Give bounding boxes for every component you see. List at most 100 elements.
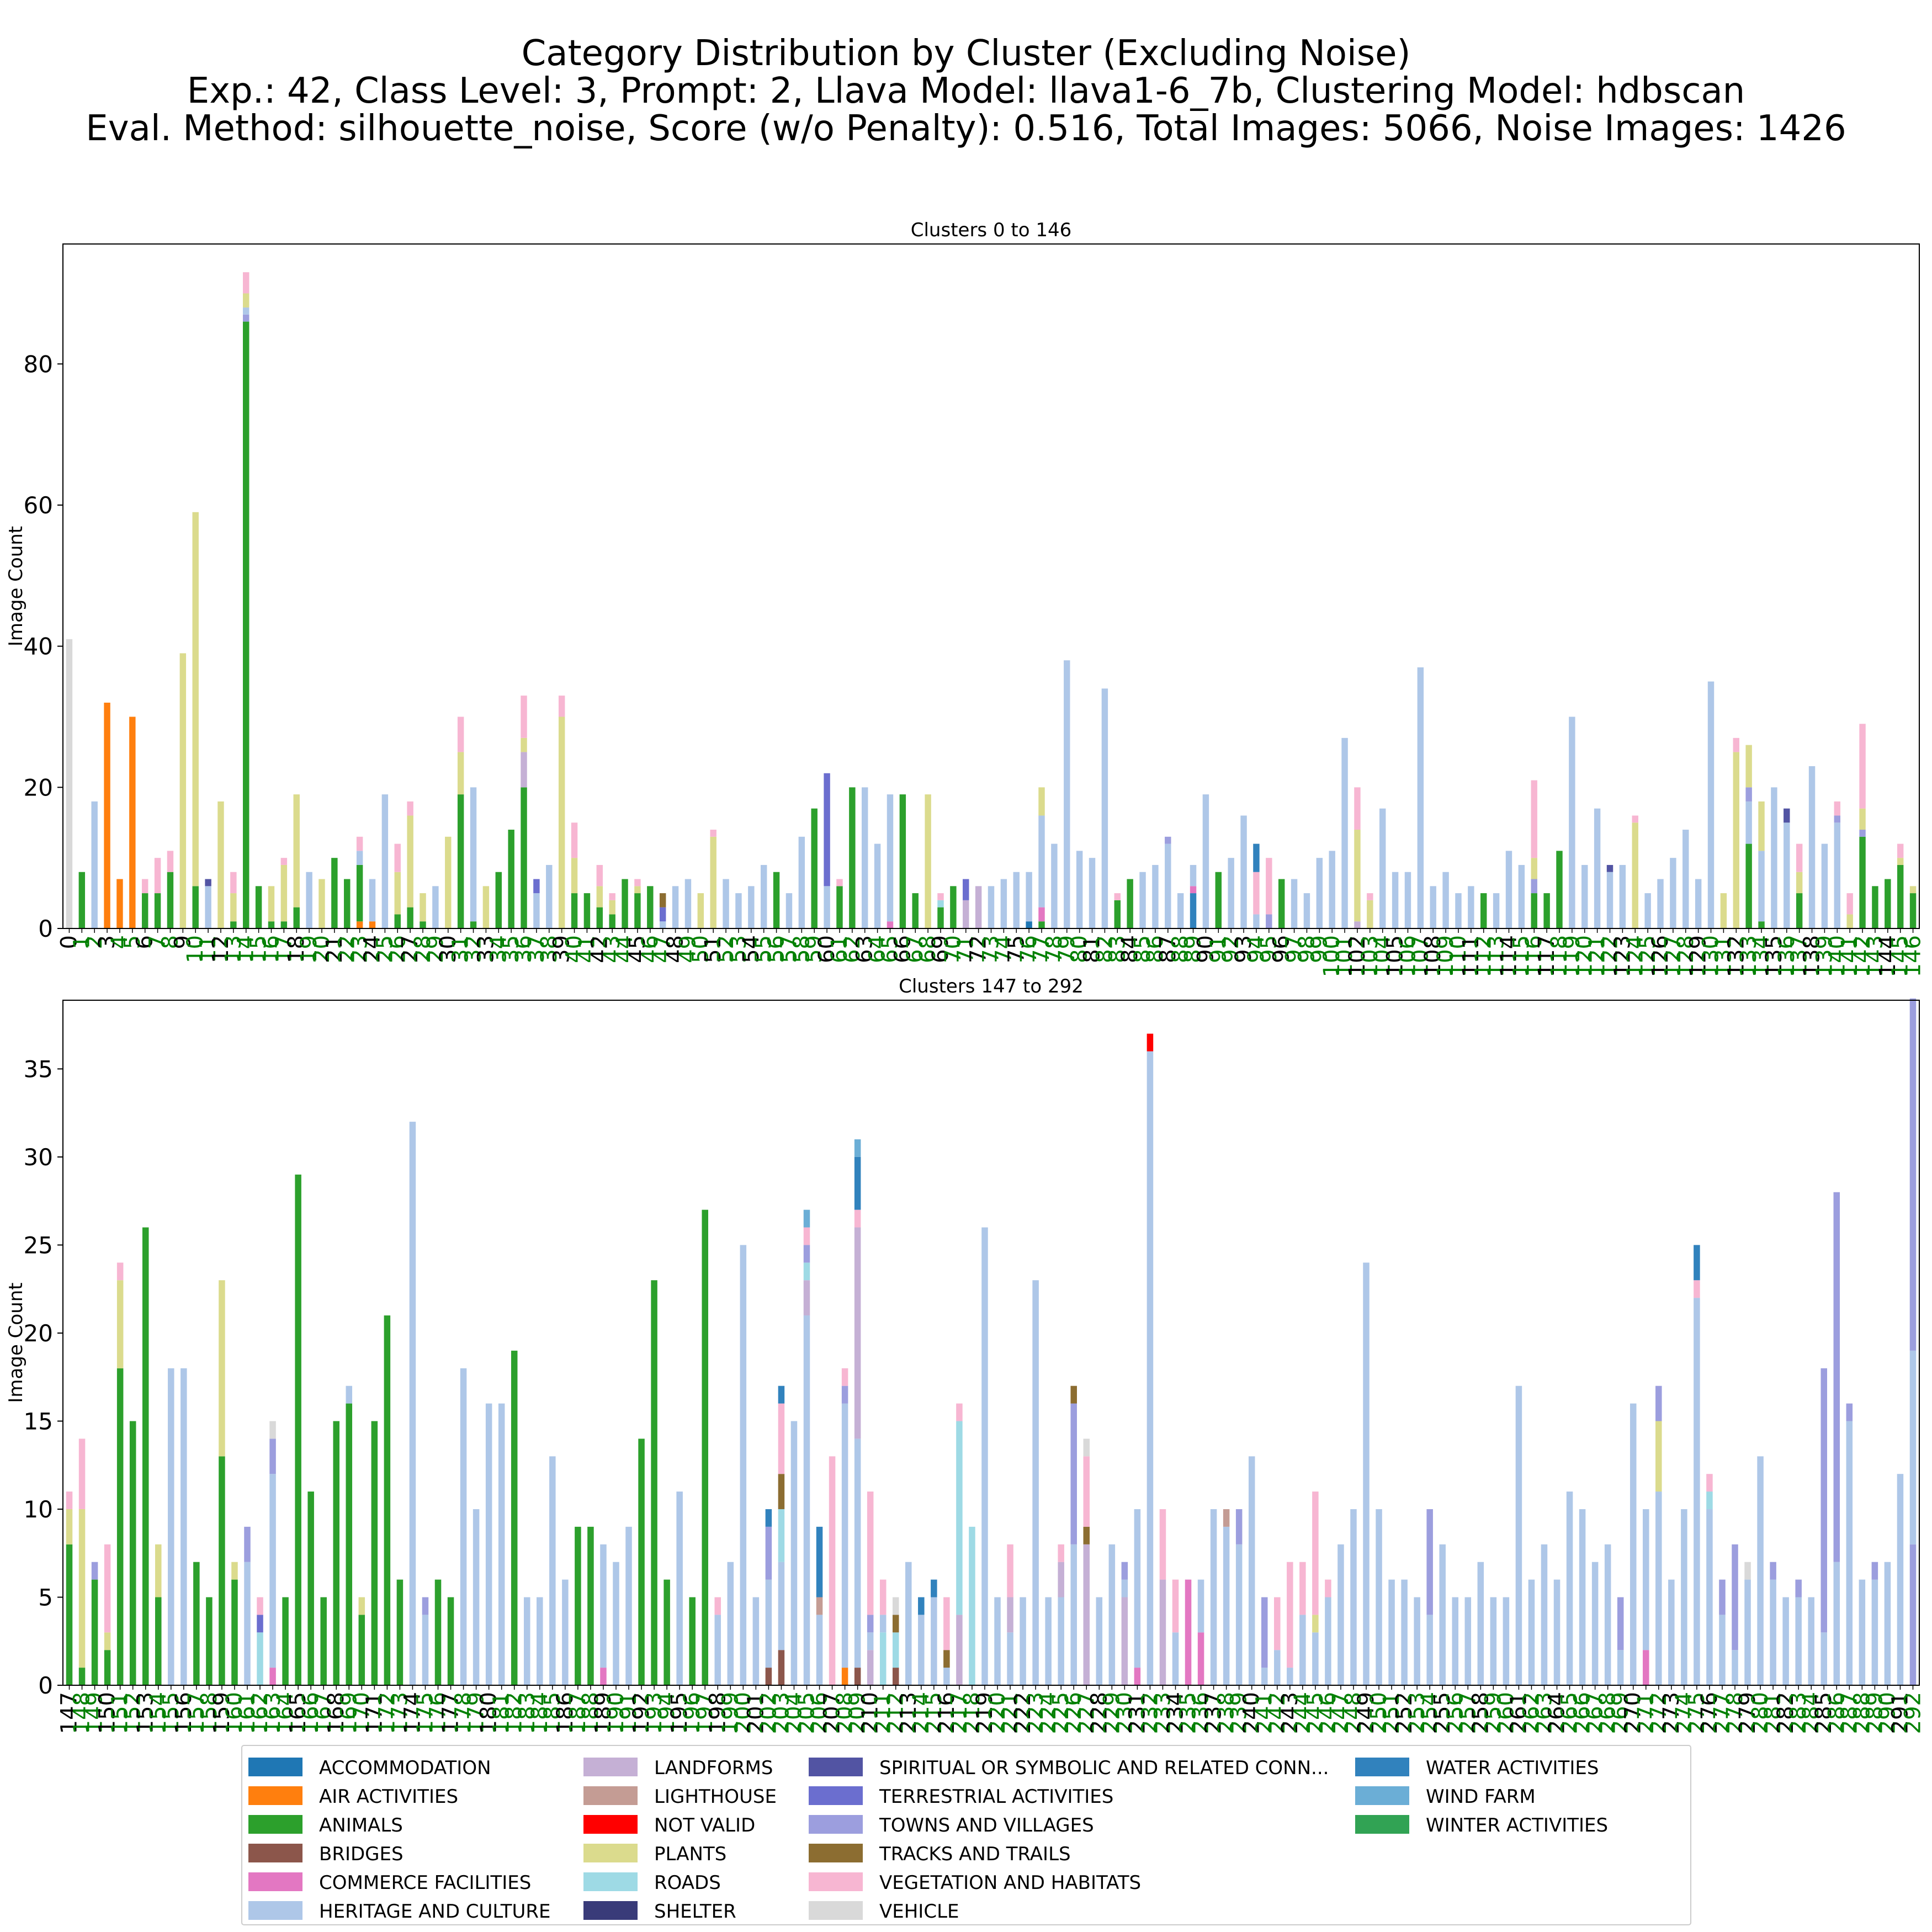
bar-segment [1089,858,1096,928]
bar-segment [854,1139,861,1157]
bar-segment [1197,1632,1204,1685]
bar-segment [91,1579,98,1685]
x-tick-label: 216 [934,1692,959,1734]
bar-cluster-68 [925,794,931,928]
y-tick-label: 0 [38,915,53,942]
bar-segment [1354,787,1361,830]
bar-cluster-139 [1821,843,1828,928]
bar-segment [1354,921,1361,928]
x-tick-label: 249 [1354,1692,1379,1734]
x-tick-label: 119 [1559,935,1585,977]
bar-segment [333,1421,339,1685]
x-tick-label: 114 [1496,935,1521,977]
x-tick-label: 150 [95,1692,120,1734]
bar-segment [1159,1509,1166,1580]
x-tick-label: 287 [1837,1692,1862,1734]
bar-segment [154,893,161,928]
bar-cluster-97 [1291,879,1298,928]
bar-cluster-91 [1215,872,1222,928]
bar-segment [546,864,553,928]
x-tick-label: 52 [713,935,739,963]
bar-segment [1083,1456,1090,1527]
bar-segment [963,879,969,900]
bar-segment [447,1597,454,1685]
legend-swatch [248,1844,302,1862]
bar-cluster-225 [1058,1544,1064,1685]
bar-segment [1367,900,1373,928]
x-tick-label: 17 [271,935,296,963]
bar-segment [268,921,275,928]
bar-cluster-168 [333,1421,339,1685]
bar-segment [1834,822,1841,928]
bar-segment [778,1474,785,1509]
x-tick-label: 258 [1468,1692,1493,1734]
bar-segment [1579,1509,1586,1685]
bar-segment [344,879,351,928]
legend-swatch [583,1872,638,1891]
bar-cluster-112 [1480,893,1487,928]
bar-segment [1083,1544,1090,1685]
bar-segment [521,752,527,788]
bar-segment [1248,1456,1255,1685]
bar-cluster-142 [1859,724,1866,928]
bar-segment [1846,1421,1853,1685]
x-tick-label: 196 [680,1692,705,1734]
x-tick-label: 290 [1875,1692,1900,1734]
bar-cluster-116 [1531,780,1537,928]
legend-swatch [248,1758,302,1776]
bar-segment [1885,879,1891,928]
x-tick-label: 13 [221,935,246,963]
bar-cluster-248 [1350,1509,1357,1685]
bar-segment [420,893,426,922]
legend-label: TRACKS AND TRAILS [879,1843,1071,1865]
x-tick-label: 42 [587,935,612,963]
bar-segment [1569,716,1575,928]
bar-cluster-53 [735,893,742,928]
bar-segment [879,1632,887,1685]
x-tick-label: 47 [650,935,676,963]
bar-cluster-52 [723,879,729,928]
bar-segment [116,1262,124,1281]
x-tick-label: 54 [739,935,764,963]
legend-label: ACCOMMODATION [319,1757,491,1779]
bar-segment [1363,1262,1370,1685]
bar-segment [816,1597,823,1615]
x-tick-label: 50 [688,935,713,963]
bar-segment [1038,815,1045,907]
bar-cluster-118 [1556,851,1563,928]
x-tick-label: 256 [1442,1692,1468,1734]
x-tick-label: 106 [1395,935,1420,977]
x-tick-label: 237 [1201,1692,1227,1734]
bar-segment [521,737,527,752]
bar-segment [943,1650,950,1668]
bar-segment [778,1403,785,1474]
bar-segment [710,830,716,837]
bar-cluster-69 [937,893,944,928]
x-tick-label: 222 [1010,1692,1036,1734]
bar-segment [1859,808,1866,830]
bar-segment [549,1456,556,1685]
x-tick-label: 112 [1471,935,1496,977]
bar-segment [1694,1245,1700,1281]
x-tick-label: 12 [208,935,233,963]
x-tick-label: 191 [616,1692,641,1734]
bar-segment [785,893,793,928]
x-tick-label: 208 [832,1692,858,1734]
x-tick-label: 40 [562,935,587,963]
bar-cluster-73 [988,886,995,928]
bar-segment [1859,836,1866,928]
title-line-2: Exp.: 42, Class Level: 3, Prompt: 2, Lla… [187,71,1745,112]
x-tick-label: 101 [1332,935,1357,977]
bar-segment [1556,851,1563,928]
bar-cluster-130 [1707,681,1715,928]
x-tick-label: 248 [1341,1692,1366,1734]
bar-cluster-167 [320,1597,327,1685]
bar-cluster-245 [1312,1492,1319,1685]
x-tick-label: 118 [1547,935,1572,977]
bar-segment [1354,830,1361,922]
x-tick-label: 235 [1176,1692,1201,1734]
bar-cluster-67 [912,893,919,928]
bar-segment [790,1421,798,1685]
bar-cluster-47 [659,893,666,928]
